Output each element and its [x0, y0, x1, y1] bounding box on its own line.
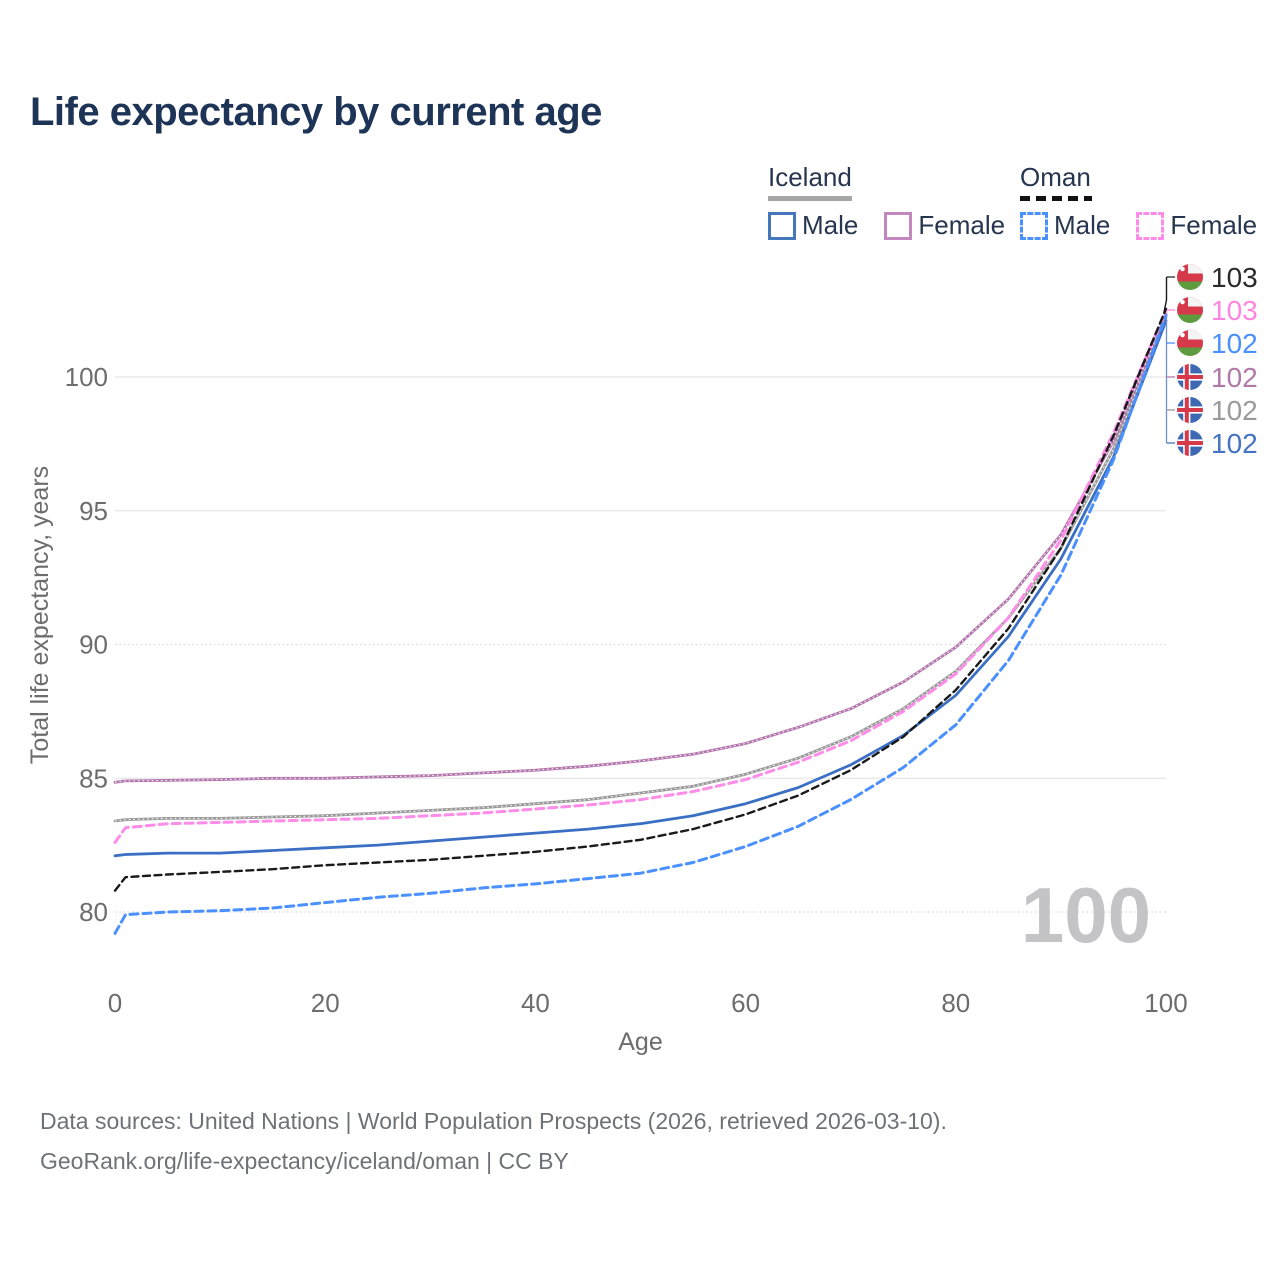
footer-attribution[interactable]: GeoRank.org/life-expectancy/iceland/oman… — [40, 1148, 569, 1174]
iceland-flag-icon — [1177, 364, 1203, 390]
y-tick-90: 90 — [79, 630, 108, 660]
end-value-text: 102 — [1211, 328, 1258, 359]
series-line-oman-female[interactable] — [113, 308, 1168, 844]
x-tick-20: 20 — [311, 988, 340, 1018]
series-line-iceland-female[interactable] — [113, 312, 1168, 784]
iceland-flag-icon — [1177, 430, 1203, 456]
end-label-iceland-102-3[interactable]: 102 — [1177, 362, 1258, 393]
series-line-texture-iceland-female — [114, 313, 1167, 783]
oman-flag-icon — [1177, 297, 1203, 323]
end-label-leader-lines — [1163, 276, 1175, 444]
hover-age-watermark: 100 — [1021, 871, 1151, 959]
series-line-oman-male[interactable] — [113, 314, 1168, 935]
end-value-text: 103 — [1211, 262, 1258, 293]
legend-iceland-female-swatch[interactable] — [884, 211, 913, 240]
series-line-oman-total[interactable] — [113, 307, 1168, 892]
footer-data-sources: Data sources: United Nations | World Pop… — [40, 1108, 947, 1134]
x-axis: 0 20 40 60 80 100 Age — [108, 988, 1188, 1056]
legend-group-iceland: Iceland Male Female — [768, 162, 1031, 241]
y-tick-80: 80 — [79, 897, 108, 927]
legend-oman-female-swatch[interactable] — [1136, 211, 1165, 240]
series-line-iceland-total[interactable] — [113, 315, 1168, 823]
end-value-text: 102 — [1211, 395, 1258, 426]
legend-group-oman: Oman Male Female — [1020, 162, 1280, 241]
end-label-oman-103-0[interactable]: 103 — [1177, 262, 1258, 293]
end-label-oman-103-1[interactable]: 103 — [1177, 295, 1258, 326]
oman-flag-icon — [1177, 330, 1203, 356]
legend-oman-male-label[interactable]: Male — [1054, 210, 1111, 240]
end-value-text: 102 — [1211, 362, 1258, 393]
line-chart: 100 80 85 90 95 100 Total life expectancy, ye… — [26, 262, 1258, 1056]
watermark: 100 — [1021, 871, 1151, 959]
legend-oman-label[interactable]: Oman — [1020, 162, 1091, 192]
gridlines — [115, 376, 1166, 913]
legend-oman-female-label[interactable]: Female — [1170, 210, 1258, 240]
y-tick-95: 95 — [79, 496, 108, 526]
series-line-texture-iceland-total — [114, 316, 1167, 822]
legend-iceland-female-label[interactable]: Female — [918, 210, 1006, 240]
x-tick-0: 0 — [108, 988, 122, 1018]
end-label-iceland-102-4[interactable]: 102 — [1177, 395, 1258, 426]
chart-legend: Iceland Male Female Oman Male Female — [0, 0, 1280, 250]
y-tick-85: 85 — [79, 763, 108, 793]
x-tick-60: 60 — [731, 988, 760, 1018]
x-tick-80: 80 — [941, 988, 970, 1018]
x-tick-100: 100 — [1144, 988, 1187, 1018]
page-title: Life expectancy by current age — [30, 90, 602, 134]
end-label-iceland-102-5[interactable]: 102 — [1177, 428, 1258, 459]
data-series — [113, 307, 1168, 935]
end-value-text: 103 — [1211, 295, 1258, 326]
legend-iceland-linestyle-sample — [768, 196, 852, 201]
legend-oman-male-swatch[interactable] — [1020, 211, 1048, 240]
x-tick-40: 40 — [521, 988, 550, 1018]
legend-iceland-male-swatch[interactable] — [768, 211, 796, 240]
series-line-iceland-male[interactable] — [113, 319, 1168, 858]
legend-oman-linestyle-sample — [1020, 196, 1092, 201]
legend-iceland-label[interactable]: Iceland — [768, 162, 852, 192]
y-axis: 80 85 90 95 100 Total life expectancy, years — [26, 362, 108, 927]
legend-iceland-male-label[interactable]: Male — [802, 210, 859, 240]
y-axis-title: Total life expectancy, years — [26, 466, 54, 764]
x-axis-title: Age — [618, 1028, 662, 1056]
iceland-flag-icon — [1177, 397, 1203, 423]
end-label-oman-102-2[interactable]: 102 — [1177, 328, 1258, 359]
end-value-text: 102 — [1211, 428, 1258, 459]
oman-flag-icon — [1177, 264, 1203, 290]
y-tick-100: 100 — [65, 362, 108, 392]
leader-line-upper — [1163, 277, 1168, 313]
